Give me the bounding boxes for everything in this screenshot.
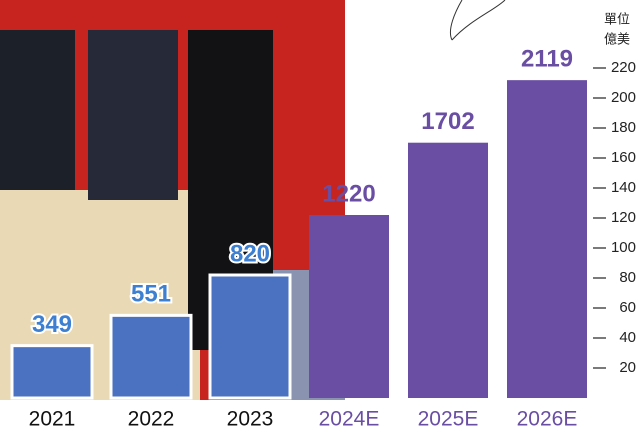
value-label: 349	[32, 311, 72, 338]
y-tick-label: 80	[619, 269, 636, 286]
x-tick-label: 2026E	[517, 408, 578, 431]
value-label: 1702	[421, 108, 474, 135]
chart: 單位億美 20 40 60 80 100 120 140 160 180 200 220 349 2021…	[0, 0, 636, 433]
y-tick-label: 200	[611, 89, 636, 106]
y-tick-label: 40	[619, 329, 636, 346]
y-tick-label: 20	[619, 359, 636, 376]
y-tick-label: 140	[611, 179, 636, 196]
x-tick-label: 2023	[227, 408, 274, 431]
y-tick-label: 220	[611, 59, 636, 76]
y-tick-label: 60	[619, 299, 636, 316]
bar	[408, 143, 488, 398]
bar	[507, 80, 587, 398]
value-label: 2119	[521, 45, 573, 72]
value-label: 551	[131, 281, 171, 308]
y-tick-label: 120	[611, 209, 636, 226]
y-tick-label: 160	[611, 149, 636, 166]
x-tick-label: 2021	[29, 408, 76, 431]
x-tick-label: 2022	[128, 408, 175, 431]
bar	[309, 215, 389, 398]
bar	[111, 315, 191, 398]
y-tick-label: 180	[611, 119, 636, 136]
value-label: 820	[230, 240, 270, 267]
x-tick-label: 2025E	[418, 408, 479, 431]
unit-label: 億美	[604, 31, 630, 46]
value-label: 1220	[322, 180, 375, 207]
unit-label: 單位	[604, 11, 630, 26]
y-tick-label: 100	[611, 239, 636, 256]
photo-person	[88, 30, 178, 200]
bar	[12, 346, 92, 398]
x-tick-label: 2024E	[319, 408, 380, 431]
photo-person	[0, 30, 75, 190]
bar	[210, 275, 290, 398]
